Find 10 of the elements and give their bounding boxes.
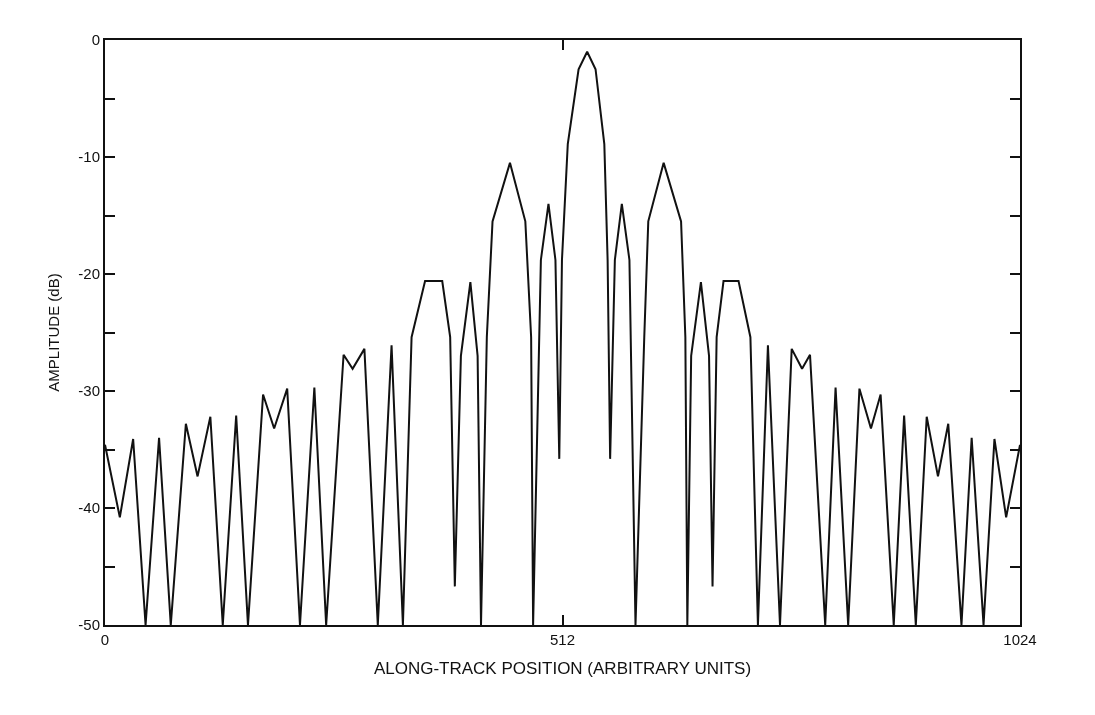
x-tick-label: 1024 [1003, 631, 1037, 648]
y-tick-label: -30 [78, 382, 100, 400]
y-tick-label: -50 [78, 616, 100, 634]
y-tick-label: -20 [78, 265, 100, 283]
y-tick-label: 0 [91, 31, 100, 49]
x-tick-label: 512 [549, 631, 576, 648]
y-axis-title: AMPLITUDE (dB) [45, 273, 63, 392]
x-axis-title: ALONG-TRACK POSITION (ARBITRARY UNITS) [373, 658, 752, 678]
y-tick-label: -40 [78, 499, 100, 517]
y-tick-label: -10 [78, 148, 100, 166]
